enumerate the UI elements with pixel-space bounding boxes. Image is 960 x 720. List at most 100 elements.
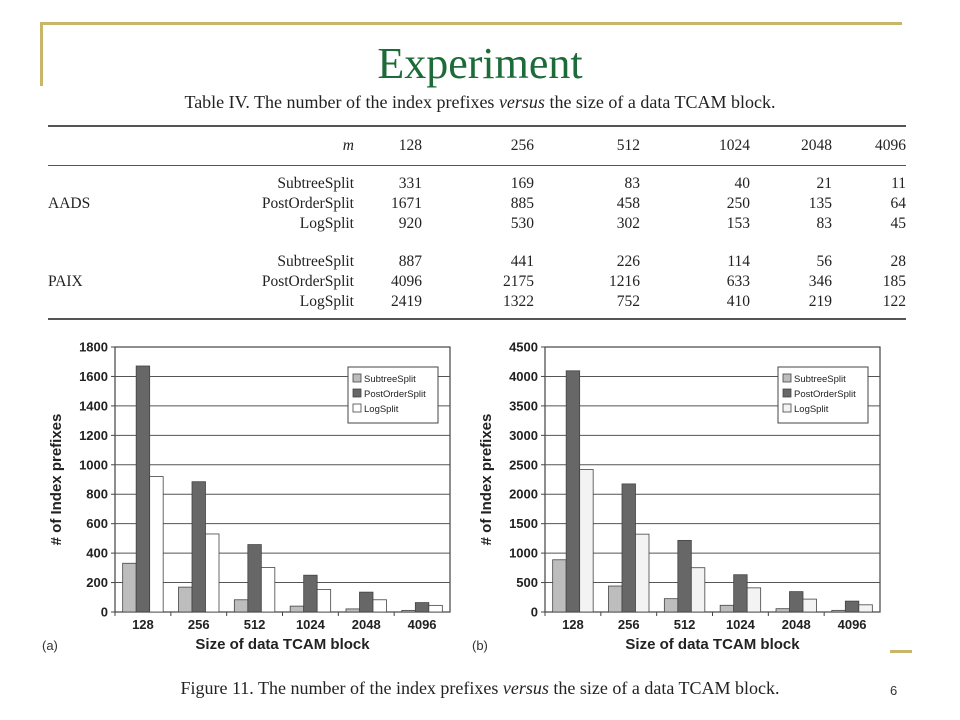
- chart-b-x-tick-label: 2048: [782, 617, 811, 632]
- chart-a-bar-postordersplit: [191, 481, 206, 613]
- chart-b-bar-subtreesplit: [552, 559, 567, 613]
- table-cell: 21: [816, 175, 833, 192]
- chart-b-bar-postordersplit: [733, 574, 748, 613]
- chart-a-legend-label: SubtreeSplit: [364, 374, 416, 385]
- figure-caption-em: versus: [502, 678, 549, 698]
- chart-b-bar-postordersplit: [565, 370, 581, 613]
- chart-b-legend-label: PostOrderSplit: [794, 389, 856, 400]
- chart-b-x-tick-label: 128: [562, 617, 584, 632]
- table-header-col: 128: [354, 125, 422, 166]
- chart-a-y-tick-label: 200: [86, 575, 108, 590]
- chart-b-bar-subtreesplit: [719, 604, 735, 613]
- table-row: PAIX PostOrderSplit 4096 2175 1216 633 3…: [48, 272, 906, 292]
- table-cell: 28: [890, 253, 907, 270]
- chart-a-bar-logsplit: [260, 567, 276, 613]
- chart-b-legend-label: SubtreeSplit: [794, 374, 846, 385]
- frame-bottom-right-line: [890, 650, 912, 653]
- table-row: SubtreeSplit 331 169 83 40 21 11: [48, 166, 906, 195]
- table-cell: 122: [832, 292, 906, 320]
- chart-a-bar-subtreesplit: [401, 609, 416, 613]
- chart-b-bar-logsplit: [635, 533, 650, 613]
- chart-b-y-tick-label: 1000: [509, 546, 538, 561]
- table-row: LogSplit 2419 1322 752 410 219 122: [48, 292, 906, 320]
- chart-b-legend-swatch: [782, 373, 792, 383]
- chart-b-x-tick-label: 4096: [838, 617, 867, 632]
- chart-b-x-axis-label: Size of data TCAM block: [625, 636, 800, 653]
- table-cell: [48, 292, 144, 320]
- chart-b-bar-logsplit: [858, 604, 873, 613]
- table-cell: 458: [616, 195, 640, 212]
- table-cell: [48, 214, 144, 234]
- chart-b-bar-postordersplit: [789, 591, 804, 613]
- chart-a-y-tick-label: 1400: [79, 398, 108, 413]
- table-cell: 331: [398, 175, 422, 192]
- chart-b-bar-logsplit: [579, 469, 594, 613]
- chart-a-legend-swatch: [352, 388, 362, 398]
- chart-a-y-tick-label: 1000: [79, 457, 108, 472]
- table-cell: [48, 166, 144, 195]
- chart-b-y-tick-label: 3500: [509, 398, 538, 413]
- table-cell: 135: [808, 195, 832, 212]
- table-cell: 185: [882, 273, 906, 290]
- table-header-col: 4096: [832, 125, 906, 166]
- table-method-cell: SubtreeSplit: [277, 253, 354, 270]
- table-method-cell: SubtreeSplit: [277, 175, 354, 192]
- bar-chart-a: 0 200 400 600 800 1000 1200 1400 1600 1800 128 256 5…: [42, 340, 451, 653]
- chart-b-bar-subtreesplit: [775, 608, 790, 613]
- slide-title: Experiment: [377, 39, 583, 88]
- table-cell: 633: [726, 273, 750, 290]
- chart-b-legend-swatch: [782, 388, 792, 398]
- table-cell: 169: [510, 175, 534, 192]
- table-cell: 920: [398, 215, 422, 232]
- chart-a-y-tick-label: 800: [86, 487, 108, 502]
- chart-a-legend-label: LogSplit: [364, 404, 399, 415]
- table-cell: 530: [510, 215, 534, 232]
- table-cell: 2419: [354, 292, 422, 320]
- table-header-blank: [48, 125, 144, 166]
- chart-a-x-tick-label: 1024: [296, 617, 326, 632]
- table-cell: 1216: [609, 273, 640, 290]
- chart-b-y-tick-label: 3000: [509, 428, 538, 443]
- chart-b-bar-subtreesplit: [608, 585, 623, 613]
- table-cell: 1671: [391, 195, 422, 212]
- chart-a-bar-logsplit: [372, 599, 387, 613]
- chart-a-x-axis-label: Size of data TCAM block: [195, 636, 370, 653]
- chart-b-bar-subtreesplit: [663, 598, 679, 613]
- table-row: SubtreeSplit 887 441 226 114 56 28: [48, 234, 906, 272]
- chart-b-bar-logsplit: [746, 587, 762, 613]
- chart-b-x-tick-label: 512: [674, 617, 696, 632]
- chart-b-y-tick-label: 4500: [509, 340, 538, 355]
- chart-a-legend-box: [347, 366, 439, 424]
- chart-b-y-tick-label: 500: [516, 575, 538, 590]
- chart-a-legend-swatch: [352, 403, 362, 413]
- table-cell: 250: [726, 195, 750, 212]
- chart-b-bar-subtreesplit: [831, 609, 846, 613]
- chart-b-y-tick-label: 0: [531, 605, 538, 620]
- table-group-cell: PAIX: [48, 273, 83, 290]
- table-cell: 83: [816, 215, 833, 232]
- chart-a-x-tick-label: 256: [188, 617, 210, 632]
- chart-a-bar-postordersplit: [414, 602, 430, 613]
- chart-a-y-tick-label: 1800: [79, 340, 108, 355]
- chart-a-bar-postordersplit: [247, 544, 262, 613]
- frame-top-line: [40, 22, 902, 25]
- table-caption-post: the size of a data TCAM block.: [544, 92, 776, 112]
- table-cell: 410: [640, 292, 750, 320]
- chart-a-bar-subtreesplit: [289, 605, 305, 613]
- table-cell: 752: [534, 292, 640, 320]
- table-header-col: 256: [422, 125, 534, 166]
- table-header-m: m: [144, 125, 354, 166]
- chart-a-y-tick-label: 1600: [79, 369, 108, 384]
- table-cell: 885: [510, 195, 534, 212]
- table-cell: 441: [510, 253, 534, 270]
- chart-b-panel-label: (b): [472, 638, 488, 653]
- table-cell: 346: [808, 273, 832, 290]
- chart-b-x-tick-label: 256: [618, 617, 640, 632]
- table-cell: 226: [616, 253, 640, 270]
- table-cell: 219: [750, 292, 832, 320]
- table-method-cell: PostOrderSplit: [261, 195, 354, 212]
- table-group-cell: AADS: [48, 195, 91, 212]
- chart-a-bar-postordersplit: [359, 591, 374, 613]
- table-cell: 83: [624, 175, 641, 192]
- table-cell: 114: [727, 253, 750, 270]
